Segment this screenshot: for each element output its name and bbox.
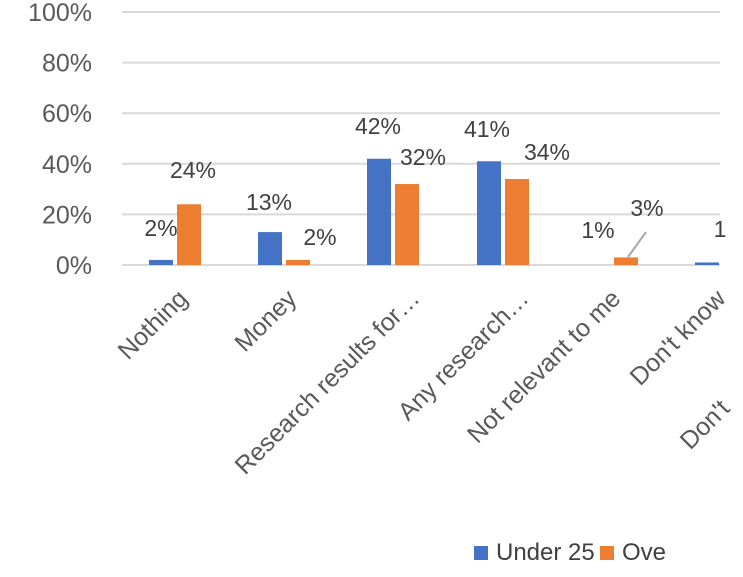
bar-under-25 (477, 161, 501, 265)
bar-under-25 (695, 262, 719, 265)
category-label: Don't (675, 394, 736, 455)
data-label: 32% (400, 144, 446, 170)
bar-ove (614, 257, 638, 265)
data-label: 1% (581, 217, 614, 243)
bar-ove (505, 178, 529, 265)
bar-ove (177, 204, 201, 265)
data-label: 2% (144, 215, 177, 241)
data-label: 3% (630, 195, 663, 221)
y-tick-label: 60% (42, 100, 92, 128)
category-label: Don't know (625, 284, 732, 391)
data-label: 24% (170, 157, 216, 183)
data-label: 2% (303, 224, 336, 250)
y-tick-label: 80% (42, 50, 92, 78)
legend-label: Ove (622, 539, 666, 566)
y-tick-label: 100% (28, 0, 92, 27)
y-tick-label: 0% (56, 252, 92, 280)
legend-swatch (474, 546, 488, 560)
y-tick-label: 40% (42, 151, 92, 179)
bar-under-25 (367, 158, 391, 265)
legend-swatch (600, 546, 614, 560)
data-label: 42% (355, 113, 401, 139)
bar-under-25 (258, 232, 282, 265)
bar-under-25 (149, 259, 173, 265)
data-label: 13% (246, 189, 292, 215)
data-label: 1 (714, 216, 727, 242)
category-label: Money (229, 284, 302, 357)
legend-label: Under 25 (496, 539, 595, 566)
data-label: 34% (524, 139, 570, 165)
y-tick-label: 20% (42, 201, 92, 229)
data-label: 41% (464, 116, 510, 142)
category-label: Nothing (113, 284, 194, 365)
category-label: Not relevant to me (462, 284, 626, 448)
bar-ove (286, 259, 310, 265)
leader-line (627, 231, 647, 258)
bar-ove (395, 184, 419, 265)
